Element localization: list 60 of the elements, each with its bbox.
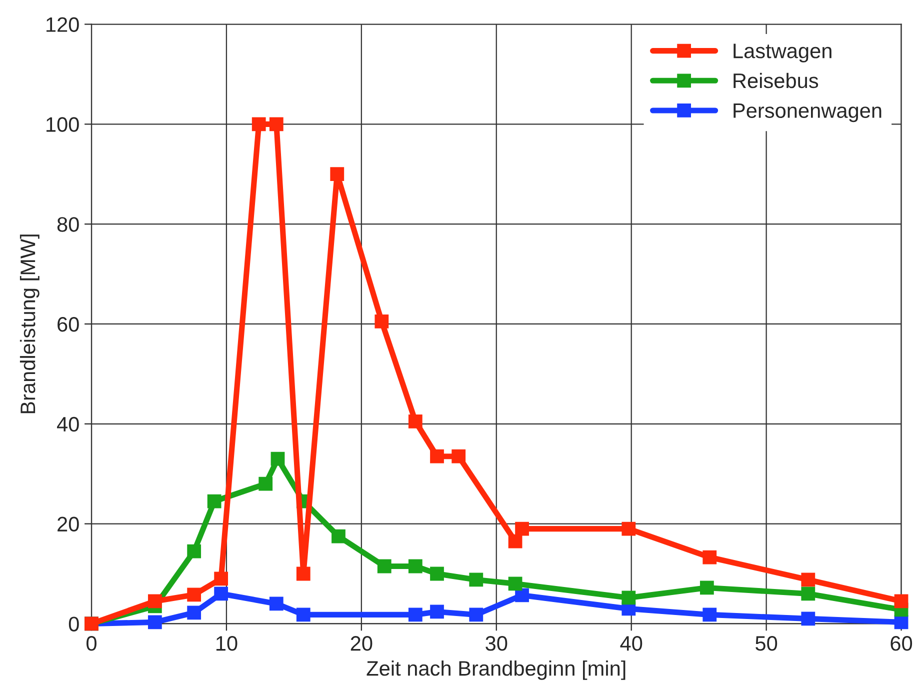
y-tick-label: 20 [58, 516, 79, 532]
point [622, 590, 636, 605]
point [801, 586, 816, 601]
point [148, 594, 162, 608]
point [296, 566, 310, 581]
point [469, 572, 484, 587]
point [894, 594, 908, 608]
x-tick-label: 40 [620, 636, 642, 651]
legend-label: Lastwagen [734, 44, 832, 62]
point [801, 572, 816, 587]
point [408, 559, 422, 574]
point [187, 606, 202, 620]
point [430, 604, 444, 619]
x-axis-title: Zeit nach Brandbeginn [min] [366, 660, 626, 680]
point [269, 117, 284, 132]
x-tick-label: 0 [86, 636, 96, 651]
point [408, 414, 422, 428]
point [508, 534, 522, 548]
point [332, 529, 346, 544]
y-tick-label: 100 [46, 117, 79, 132]
x-tick-label: 10 [216, 636, 238, 651]
point [252, 117, 266, 132]
point [377, 559, 392, 574]
y-tick-label: 80 [57, 217, 79, 232]
x-tick-label: 60 [890, 636, 912, 651]
point [330, 167, 344, 182]
legend-label: Personenwagen [734, 103, 882, 122]
point [187, 588, 202, 602]
point [148, 615, 162, 630]
point [508, 576, 522, 591]
point [408, 608, 422, 622]
point [702, 550, 717, 564]
point [258, 476, 273, 491]
point [214, 572, 228, 586]
y-tick-label: 120 [46, 17, 79, 32]
point [702, 608, 717, 622]
point [214, 586, 228, 601]
point [430, 566, 444, 581]
y-tick-label: 40 [57, 416, 79, 432]
point [374, 314, 389, 328]
point [430, 449, 444, 464]
point [296, 608, 310, 622]
y-tick-label: 60 [58, 316, 79, 332]
point [515, 588, 529, 602]
point [270, 452, 285, 466]
legend-label: Reisebus [734, 72, 818, 88]
point [469, 608, 484, 622]
point [452, 449, 466, 464]
point [801, 612, 816, 626]
point [515, 522, 529, 536]
point [269, 596, 284, 611]
x-tick-label: 30 [486, 636, 508, 651]
point [622, 522, 636, 536]
point [700, 580, 714, 595]
y-axis-title: Brandleistung [MW] [20, 234, 40, 414]
y-tick-label: 0 [68, 616, 79, 632]
point [207, 494, 222, 508]
x-tick-label: 20 [350, 636, 372, 651]
point [187, 544, 202, 558]
x-tick-label: 50 [756, 636, 778, 651]
